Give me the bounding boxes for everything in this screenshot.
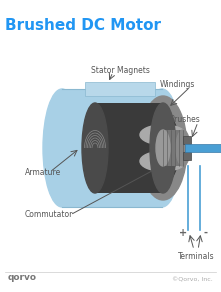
FancyBboxPatch shape — [62, 89, 162, 207]
Text: Terminals: Terminals — [178, 252, 214, 261]
Text: Stator Magnets: Stator Magnets — [91, 66, 149, 75]
Text: -: - — [203, 228, 207, 238]
Ellipse shape — [176, 130, 190, 166]
Text: +: + — [179, 228, 187, 238]
Text: ©Qorvo, Inc.: ©Qorvo, Inc. — [172, 277, 213, 282]
Ellipse shape — [139, 96, 187, 200]
Ellipse shape — [140, 125, 186, 145]
Ellipse shape — [156, 130, 170, 166]
FancyBboxPatch shape — [183, 136, 191, 144]
Ellipse shape — [143, 89, 181, 207]
FancyBboxPatch shape — [85, 82, 155, 96]
Ellipse shape — [82, 103, 108, 193]
FancyBboxPatch shape — [183, 152, 191, 160]
Text: Commutator: Commutator — [25, 210, 73, 219]
Text: Brushes: Brushes — [169, 115, 200, 124]
FancyBboxPatch shape — [163, 130, 183, 166]
Text: Brushed DC Motor: Brushed DC Motor — [5, 18, 161, 33]
FancyBboxPatch shape — [95, 103, 163, 193]
Ellipse shape — [147, 112, 179, 184]
FancyBboxPatch shape — [185, 144, 221, 152]
Text: Armature: Armature — [25, 168, 61, 177]
Text: Windings: Windings — [160, 80, 195, 89]
Ellipse shape — [43, 89, 81, 207]
Ellipse shape — [140, 151, 186, 171]
Text: qorvo: qorvo — [8, 273, 37, 282]
Ellipse shape — [150, 103, 176, 193]
